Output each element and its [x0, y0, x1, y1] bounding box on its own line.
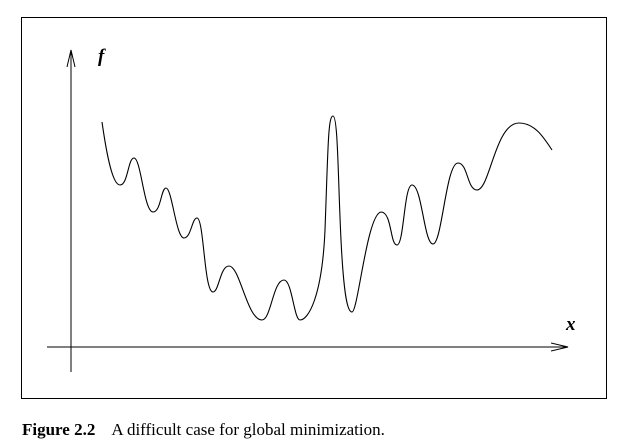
function-curve [101, 115, 553, 321]
figure-frame [21, 17, 607, 399]
caption-text: A difficult case for global minimization… [111, 420, 385, 439]
figure-caption: Figure 2.2 A difficult case for global mi… [22, 420, 385, 440]
y-axis-label: f [98, 46, 106, 67]
figure-label: Figure 2.2 [22, 420, 96, 439]
x-axis-label: x [565, 314, 576, 335]
